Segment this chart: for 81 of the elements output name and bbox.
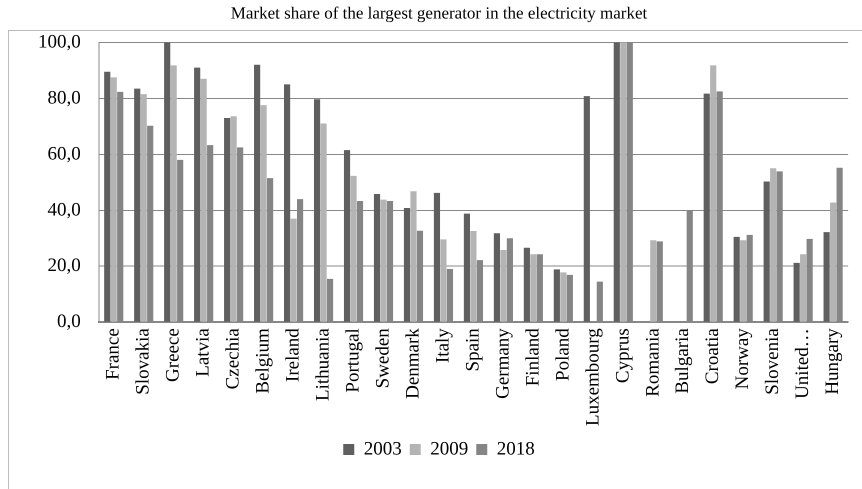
bar [440,239,447,322]
bar [410,191,417,322]
x-tick-label: Denmark [402,328,424,399]
bar [794,262,800,322]
x-tick-label: Latvia [192,328,214,377]
bar [320,124,327,322]
bar [194,68,200,322]
bar [164,42,170,322]
legend-label: 2009 [430,438,468,460]
legend-label: 2003 [364,438,402,460]
x-tick-label: Norway [732,328,754,390]
bar [110,77,117,322]
x-tick-label: Sweden [372,328,394,388]
bar [224,118,230,322]
x-tick-label: France [102,328,124,380]
y-tick-label: 100,0 [38,31,81,52]
bar [230,116,237,322]
bar [584,96,590,322]
x-tick-label: Czechia [222,328,244,390]
x-tick-label: Romania [642,328,664,397]
x-tick-label: Slovakia [132,328,154,395]
bar [104,72,110,322]
x-tick-label: Hungary [822,328,844,395]
bar [530,254,536,322]
bar [350,176,357,322]
x-tick-label: Italy [432,328,454,364]
bar [344,150,350,322]
x-tick-label: Slovenia [762,328,784,395]
bar [764,181,770,322]
bar [800,254,806,322]
x-tick-label: Cyprus [612,328,634,384]
bar [470,230,477,322]
bar [614,42,620,322]
x-tick-label: Belgium [252,328,274,394]
bar [740,240,746,322]
legend-label: 2018 [496,438,535,460]
x-tick-label: Greece [162,328,184,382]
bar [770,168,776,322]
x-tick-label: Finland [522,328,544,386]
chart-title: Market share of the largest generator in the electricity market [230,4,648,23]
y-tick-label: 0,0 [57,311,81,332]
x-tick-label: Croatia [702,328,724,384]
bar [254,64,260,322]
bar [650,240,656,322]
x-tick-label: Bulgaria [672,328,694,394]
x-tick-label: United… [792,328,814,399]
bar [710,65,716,322]
bar [314,99,320,322]
bar [200,78,207,322]
bar [380,200,387,322]
bar [524,248,530,322]
bar [260,105,267,322]
bar [434,192,440,322]
bar [734,236,740,322]
bar [464,214,470,322]
y-tick-label: 60,0 [48,143,81,164]
x-tick-label: Germany [492,328,514,399]
x-tick-label: Poland [552,328,574,381]
y-tick-label: 20,0 [48,255,81,276]
bar [284,84,290,322]
bar [170,65,177,322]
x-tick-label: Lithuania [312,328,334,402]
bar [824,232,830,322]
x-tick-label: Spain [462,328,484,372]
bar [554,269,560,322]
x-tick-label: Luxembourg [582,328,604,426]
bar [494,233,500,322]
bar [290,218,297,322]
bar [704,94,710,322]
bar [134,88,140,322]
y-tick-label: 80,0 [48,87,81,108]
bar [830,202,836,322]
bar [560,272,566,322]
x-tick-label: Portugal [342,328,364,393]
bar [374,194,380,322]
bar [500,250,506,322]
y-tick-label: 40,0 [48,199,81,220]
bar [140,94,147,322]
bar [620,42,626,322]
bar [404,208,410,322]
x-tick-label: Ireland [282,328,304,382]
